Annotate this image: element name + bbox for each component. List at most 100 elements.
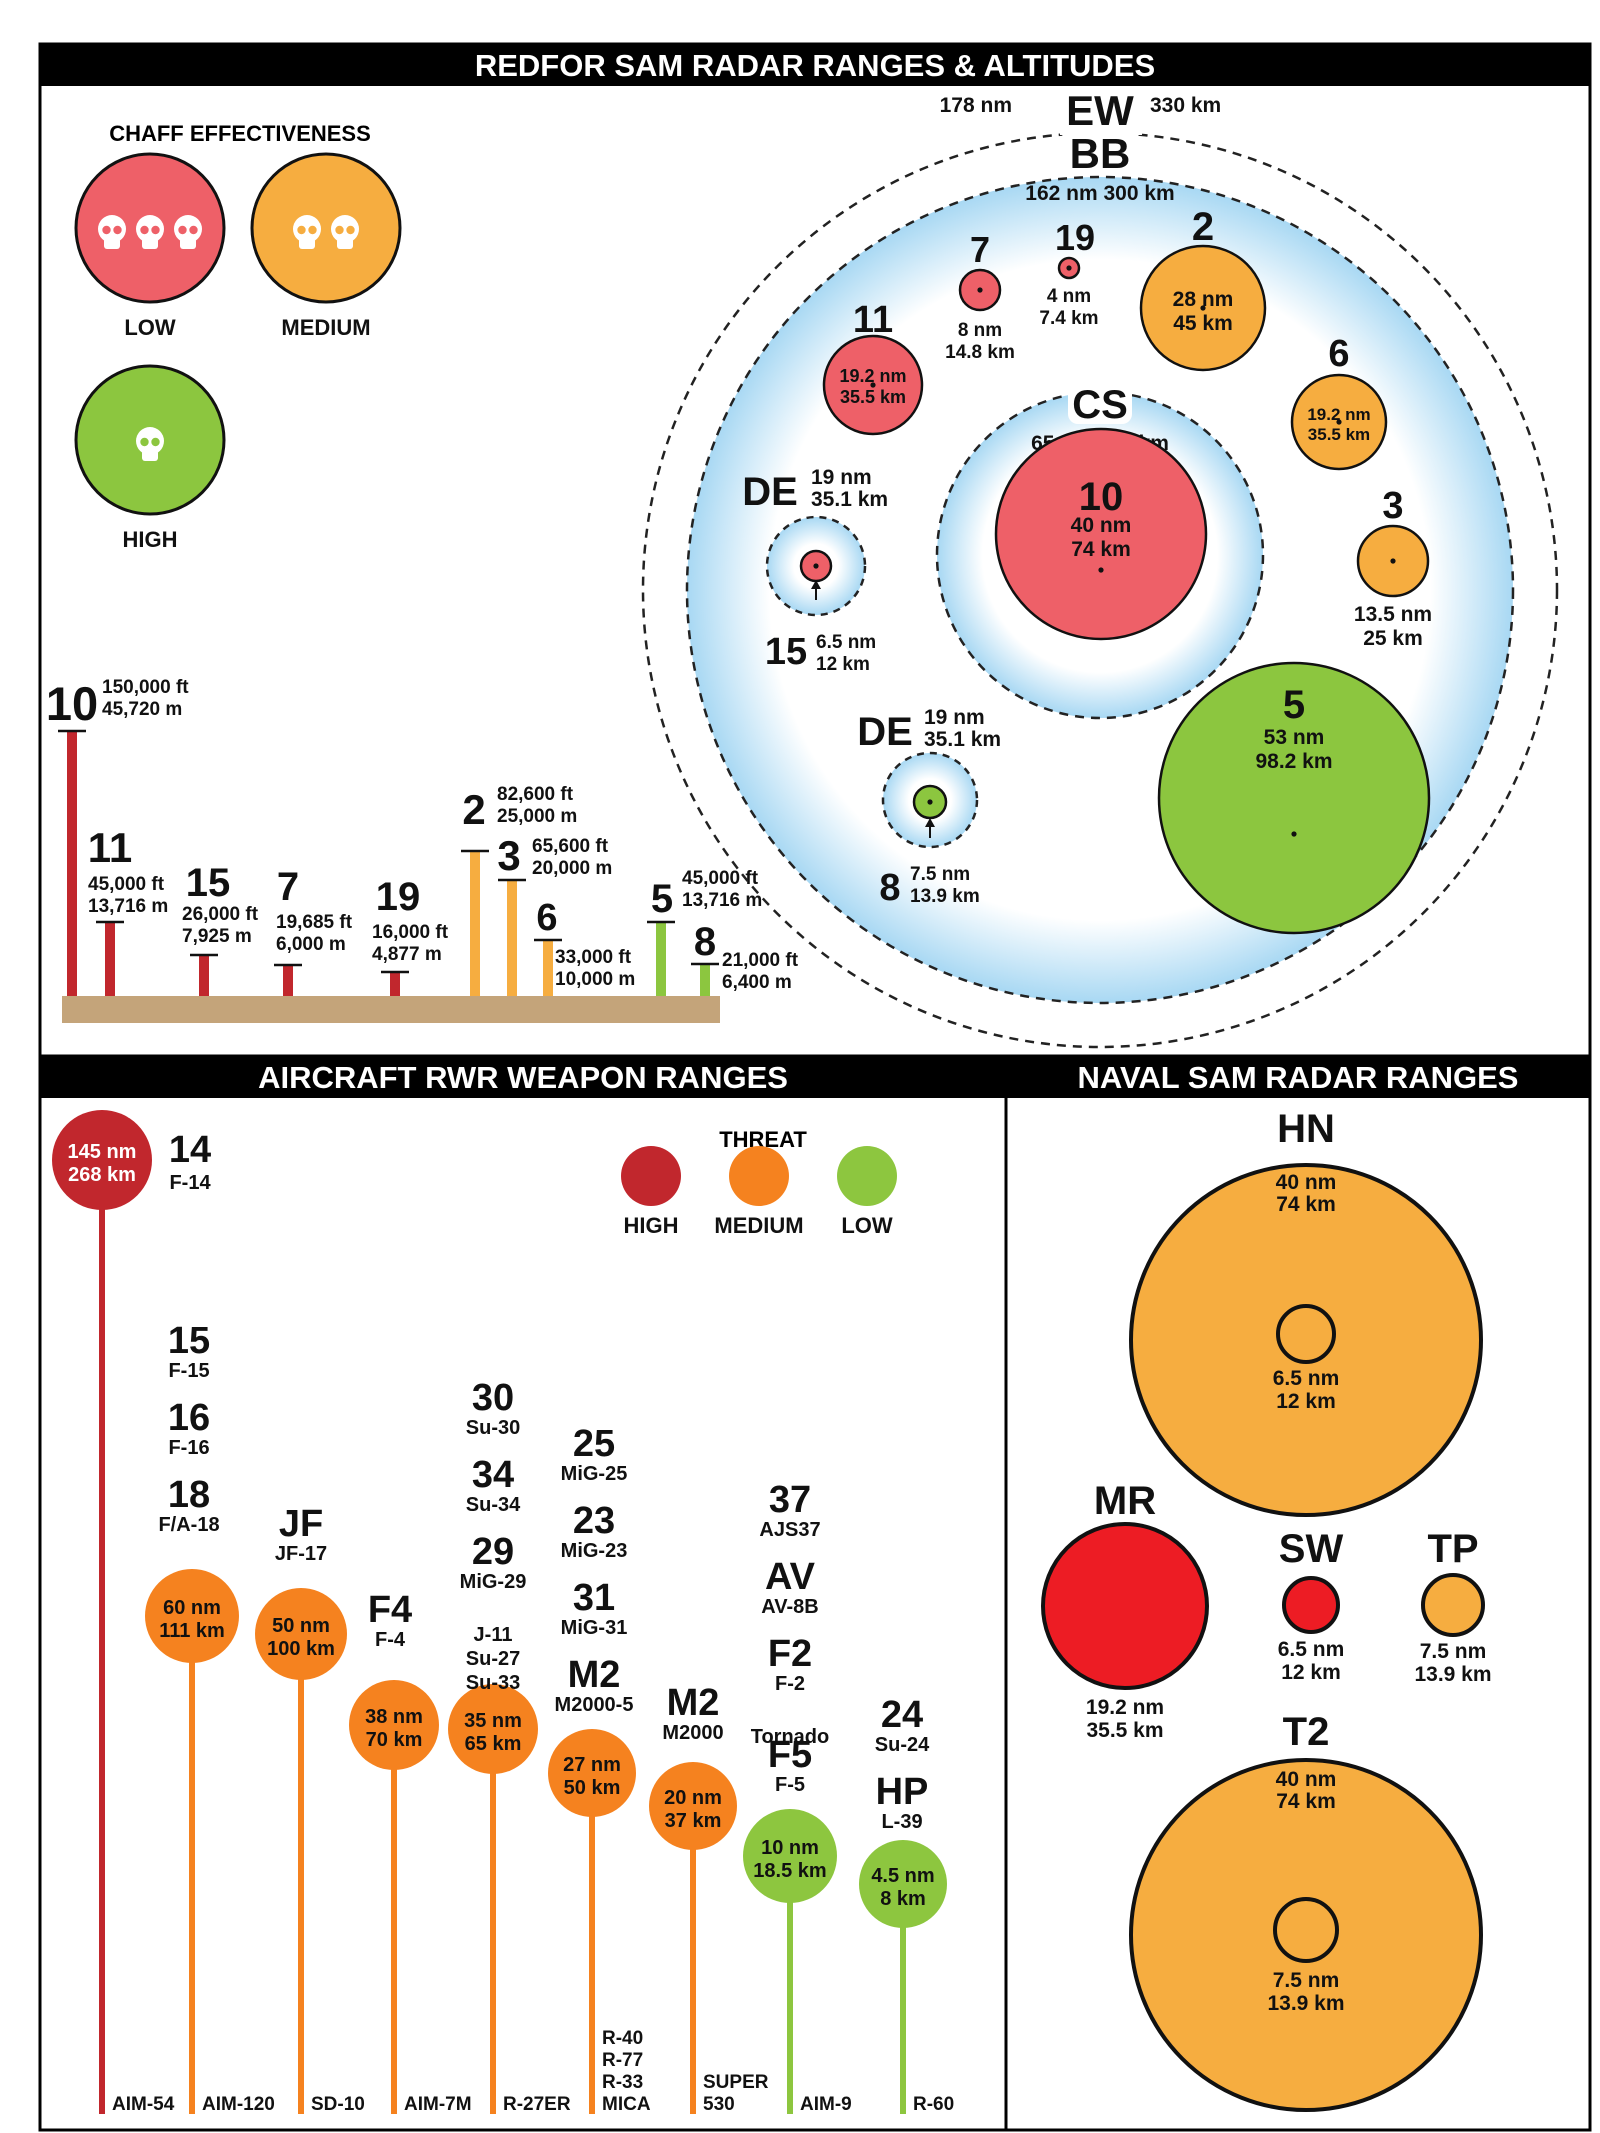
missile-name-8-0: R-60 — [913, 2094, 954, 2115]
sam-id-7: 7 — [970, 229, 990, 270]
weapon-circle-6 — [649, 1762, 737, 1850]
aircraft-code-8-1: HP — [876, 1771, 929, 1813]
skull-icon — [136, 215, 164, 249]
aircraft-name-4-3: J-11 — [474, 1624, 513, 1646]
sam-nm-11: 19.2 nm — [839, 366, 906, 386]
altitude-m-8: 6,400 m — [722, 972, 792, 993]
aircraft-name-7-0: AJS37 — [759, 1519, 820, 1541]
altitude-m-10: 45,720 m — [102, 699, 182, 720]
naval-inner-km-t2: 13.9 km — [1267, 1992, 1344, 2015]
altitude-id-7: 7 — [277, 865, 299, 909]
skull-jaw — [299, 238, 315, 249]
cs-id: CS — [1072, 383, 1128, 427]
altitude-ft-15: 26,000 ft — [182, 904, 259, 925]
weapon-circle-4 — [448, 1684, 538, 1774]
skull-icon — [331, 215, 359, 249]
skull-eye — [151, 437, 160, 447]
missile-name-2-0: SD-10 — [311, 2094, 365, 2115]
aircraft-name-7-4: F-5 — [775, 1774, 805, 1796]
skull-jaw — [104, 238, 120, 249]
weapon-circle-3 — [349, 1680, 439, 1770]
threat-label-high: HIGH — [624, 1213, 679, 1238]
aircraft-code-7-0: 37 — [769, 1479, 811, 1521]
skull-icon — [174, 215, 202, 249]
weapon-circle-0 — [52, 1110, 152, 1210]
naval-id-hn: HN — [1277, 1107, 1335, 1151]
weapon-km-6: 37 km — [665, 1810, 722, 1832]
aircraft-code-3-0: F4 — [368, 1589, 412, 1631]
skull-head — [174, 215, 202, 243]
weapon-nm-6: 20 nm — [664, 1787, 722, 1809]
sam-center-dot-19 — [1066, 265, 1072, 271]
altitude-id-6: 6 — [536, 897, 557, 939]
skull-eye — [140, 225, 149, 235]
aircraft-name-6-0: M2000 — [662, 1722, 723, 1744]
radar-diagram: EW 178 nm 330 km BB 162 nm 300 km CS 65 … — [641, 87, 1559, 1049]
aircraft-code-7-1: AV — [765, 1556, 816, 1598]
threat-legend: HIGH MEDIUM LOW — [621, 1146, 897, 1238]
altitude-bar-2 — [470, 851, 480, 996]
skull-eye — [178, 225, 187, 235]
weapon-circle-8 — [859, 1840, 947, 1928]
altitude-ft-8: 21,000 ft — [722, 950, 799, 971]
skull-jaw — [337, 238, 353, 249]
altitude-ft-19: 16,000 ft — [372, 922, 449, 943]
weapon-nm-7: 10 nm — [761, 1837, 819, 1859]
weapon-stem-2 — [298, 1634, 304, 2114]
aircraft-name-8-1: L-39 — [881, 1811, 922, 1833]
ew-label-bg — [1060, 90, 1142, 135]
weapon-circle-1 — [145, 1569, 239, 1663]
aircraft-name-4-4: Su-27 — [466, 1648, 520, 1670]
weapon-circle-5 — [548, 1729, 636, 1817]
naval-nm-tp: 7.5 nm — [1420, 1640, 1487, 1663]
naval-km-mr: 35.5 km — [1086, 1719, 1163, 1742]
altitude-id-5: 5 — [651, 877, 673, 921]
altitude-bar-15 — [199, 955, 209, 996]
weapon-nm-8: 4.5 nm — [871, 1865, 934, 1887]
altitude-ft-5: 45,000 ft — [682, 868, 759, 889]
aircraft-code-7-2: F2 — [768, 1633, 812, 1675]
skull-head — [136, 215, 164, 243]
weapon-km-8: 8 km — [880, 1888, 926, 1910]
sam-id-6: 6 — [1328, 333, 1349, 375]
missile-name-3-0: AIM-7M — [404, 2094, 472, 2115]
chaff-circle-medium — [250, 152, 402, 304]
aircraft-name-5-0: MiG-25 — [561, 1463, 628, 1485]
sam-center-dot-7 — [977, 287, 983, 293]
sam-km-2: 45 km — [1173, 312, 1233, 335]
altitude-id-19: 19 — [376, 875, 421, 919]
aircraft-code-1-2: 18 — [168, 1474, 210, 1516]
altitude-bar-7 — [283, 965, 293, 996]
weapon-nm-2: 50 nm — [272, 1615, 330, 1637]
threat-circle-low — [837, 1146, 897, 1206]
threat-circle-medium — [729, 1146, 789, 1206]
bb-label-bg — [1060, 133, 1140, 175]
naval-outer-hn — [1129, 1163, 1483, 1517]
naval-id-t2: T2 — [1283, 1710, 1330, 1754]
altitude-id-2: 2 — [462, 786, 485, 833]
skull-icon — [98, 215, 126, 249]
altitude-id-10: 10 — [46, 677, 98, 730]
sam-nm-7: 8 nm — [958, 320, 1002, 341]
skull-icon — [136, 427, 164, 461]
sam-circle-5 — [1157, 661, 1431, 935]
naval-circle-mr — [1041, 1522, 1209, 1690]
sam-km-19: 7.4 km — [1039, 308, 1098, 329]
naval-inner-hn — [1276, 1304, 1336, 1364]
missile-name-7-0: AIM-9 — [800, 2094, 852, 2115]
naval-km-tp: 13.9 km — [1414, 1663, 1491, 1686]
weapon-stem-8 — [900, 1884, 906, 2114]
weapon-nm-1: 60 nm — [163, 1597, 221, 1619]
missile-name-5-2: R-33 — [602, 2072, 643, 2093]
aircraft-name-1-2: F/A-18 — [158, 1514, 219, 1536]
aircraft-code-1-1: 16 — [168, 1397, 210, 1439]
aircraft-code-5-3: M2 — [568, 1654, 621, 1696]
altitude-ft-10: 150,000 ft — [102, 677, 189, 698]
weapon-km-4: 65 km — [465, 1733, 522, 1755]
naval-id-tp: TP — [1427, 1527, 1478, 1571]
naval-inner-t2 — [1273, 1897, 1339, 1963]
aircraft-name-1-1: F-16 — [168, 1437, 209, 1459]
chaff-label-high: HIGH — [123, 527, 178, 552]
